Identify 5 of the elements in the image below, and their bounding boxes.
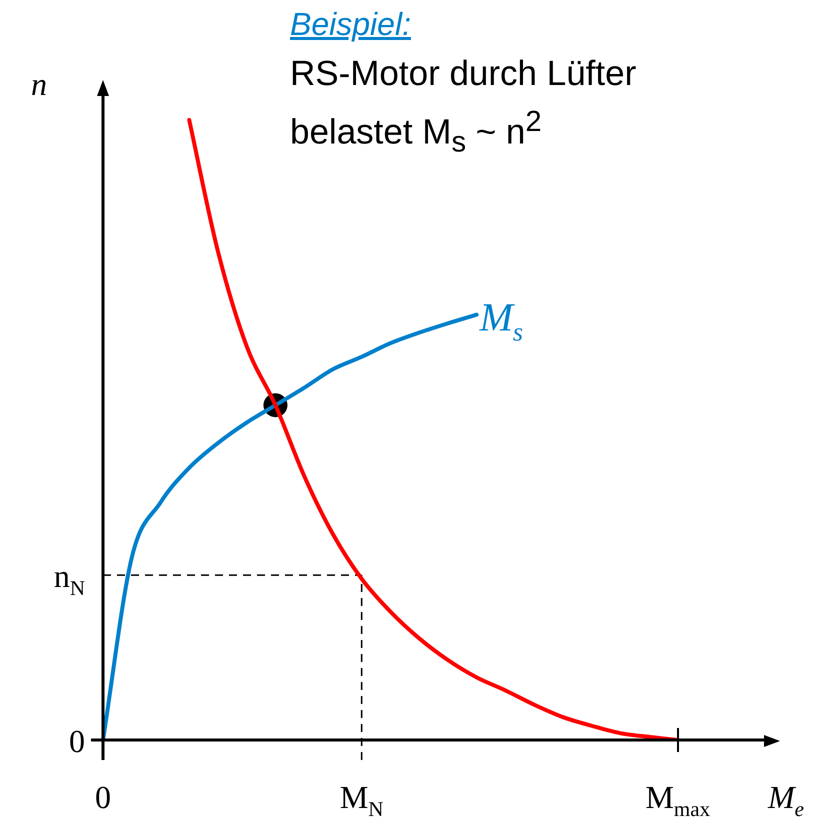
chart-subtitle: RS-Motor durch Lüfter belastet M$_{s}$ ~ n$^{2}$ (290, 53, 638, 161)
text: 0 (69, 723, 85, 759)
y-axis-title: n (31, 66, 47, 102)
chart-title: Beispiel: (290, 6, 411, 43)
x-tick-label: 0 (95, 779, 111, 815)
